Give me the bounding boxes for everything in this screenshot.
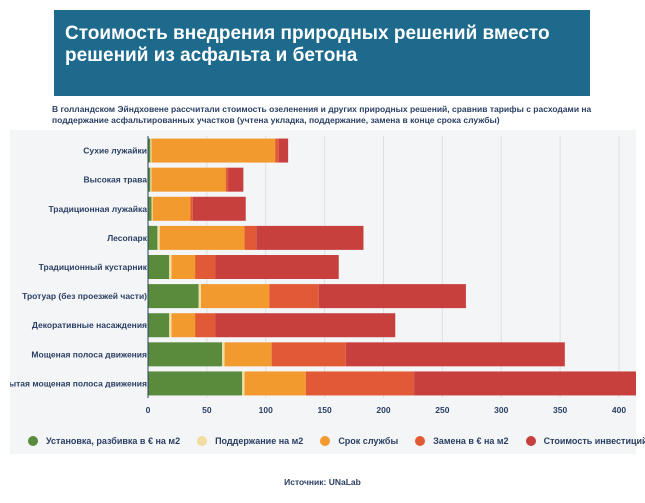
bar-segment [159,225,245,250]
bar-segment [200,284,270,309]
legend-item: Стоимость инвестиций на м2 [525,436,645,446]
bar-segment [148,313,170,338]
x-tick-label: 200 [376,405,390,415]
legend-item: Срок службы [320,436,398,446]
x-tick-label: 350 [553,405,567,415]
bar-segment [242,371,245,396]
chart-legend: Установка, разбивка в € на м2 Поддержание… [28,434,645,448]
bar-segment [256,225,364,250]
bar-segment [224,342,272,367]
bar-segment [151,196,153,221]
legend-swatch [320,436,331,446]
category-label: Декоративные насаждения [32,320,147,330]
legend-swatch [525,436,536,446]
legend-label: Стоимость инвестиций на м2 [543,436,645,446]
bar-segment [414,371,636,396]
bar-segment [148,342,223,367]
category-label: Сухие лужайки [83,146,147,156]
bar-segment [305,371,415,396]
chart-title: Стоимость внедрения природных решений вм… [65,23,550,66]
bar-segment [171,255,196,279]
chart-subtitle: В голландском Эйндховене рассчитали стои… [52,104,592,125]
bar-segment [198,284,201,309]
bar-segment [150,167,152,192]
legend-label: Замена в € на м2 [433,436,509,446]
source-note: Источник: UNaLab [284,477,361,487]
bar-segment [148,138,151,163]
bar-segment [195,313,216,338]
category-label: Высокая трава [83,175,147,185]
bar-segment [148,371,243,396]
chart-panel: Сухие лужайки Высокая трава Традиционная л… [10,130,636,454]
legend-item: Установка, разбивка в € на м2 [28,436,180,446]
bar-segment [152,196,191,221]
bar-segment [171,313,196,338]
legend-label: Установка, разбивка в € на м2 [46,436,181,446]
bar-segment [148,167,151,192]
bar-segment [169,313,172,338]
legend-label: Срок службы [338,436,399,446]
legend-item: Поддержание на м2 [197,436,303,446]
bar-segment [150,138,152,163]
category-label: Традиционная лужайка [48,204,147,214]
x-tick-label: 50 [202,405,212,415]
bar-segment [215,313,396,338]
bar-segment [215,255,339,279]
legend-item: Замена в € на м2 [415,436,509,446]
x-tick-label: 100 [259,405,273,415]
bar-segment [228,167,244,192]
bar-segment [345,342,565,367]
bar-segment [190,196,193,221]
bar-segment [318,284,466,309]
bar-segment [269,284,319,309]
legend-swatch [197,436,208,446]
category-label: Лесопарк [107,233,148,243]
bar-segment [195,255,216,279]
bar-segment [148,284,199,309]
x-tick-label: 150 [318,405,332,415]
bar-segment [169,255,172,279]
bar-segment [151,167,226,192]
category-label: Мощеная полоса движения [31,349,147,359]
bar-segment [244,371,306,396]
bar-segment [157,225,160,250]
stacked-bar-chart: Сухие лужайки Высокая трава Традиционная л… [10,136,636,415]
category-label: Закрытая мощеная полоса движения [10,378,147,388]
bar-segment [271,342,346,367]
bar-segment [151,138,276,163]
x-tick-label: 400 [612,405,626,415]
bar-segment [222,342,225,367]
bar-segment [225,167,229,192]
bar-segment [148,225,158,250]
bar-segment [148,196,152,221]
category-label: Тротуар (без проезжей части) [22,291,147,301]
legend-label: Поддержание на м2 [215,436,304,446]
x-tick-label: 0 [146,405,151,415]
bar-segment [244,225,257,250]
title-banner: Стоимость внедрения природных решений вм… [54,10,590,96]
bar-segment [278,138,289,163]
bar-segment [192,196,246,221]
bar-segment [148,255,170,279]
x-tick-label: 300 [494,405,508,415]
bar-segment [275,138,279,163]
category-label: Традиционный кустарник [39,262,148,272]
legend-swatch [28,436,38,446]
legend-swatch [415,436,426,446]
x-tick-label: 250 [435,405,449,415]
